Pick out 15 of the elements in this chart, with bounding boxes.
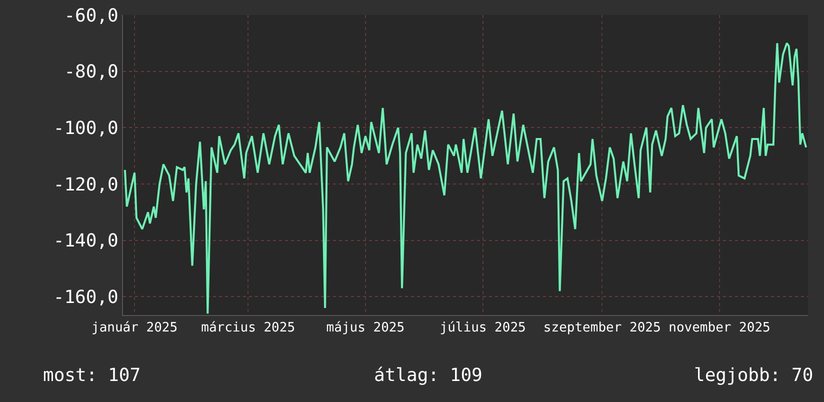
x-tick-label: január 2025 <box>91 320 178 336</box>
x-tick-label: július 2025 <box>440 320 526 336</box>
x-tick-label: szeptember 2025 <box>543 320 661 336</box>
y-tick-label: -120,0 <box>53 174 118 196</box>
text: legjobb: 70 <box>694 365 814 386</box>
x-tick-label: november 2025 <box>668 320 770 336</box>
y-tick-label: -140,0 <box>53 230 118 252</box>
y-tick-label: -100,0 <box>53 118 118 139</box>
x-tick-label: május 2025 <box>326 320 405 336</box>
text: most: 107 <box>43 365 141 386</box>
y-tick-label: -80,0 <box>64 62 118 83</box>
text: átlag: 109 <box>374 365 482 386</box>
x-tick-label: március 2025 <box>201 320 296 336</box>
y-tick-label: -160,0 <box>53 286 118 308</box>
y-tick-label: -60,0 <box>64 5 118 26</box>
